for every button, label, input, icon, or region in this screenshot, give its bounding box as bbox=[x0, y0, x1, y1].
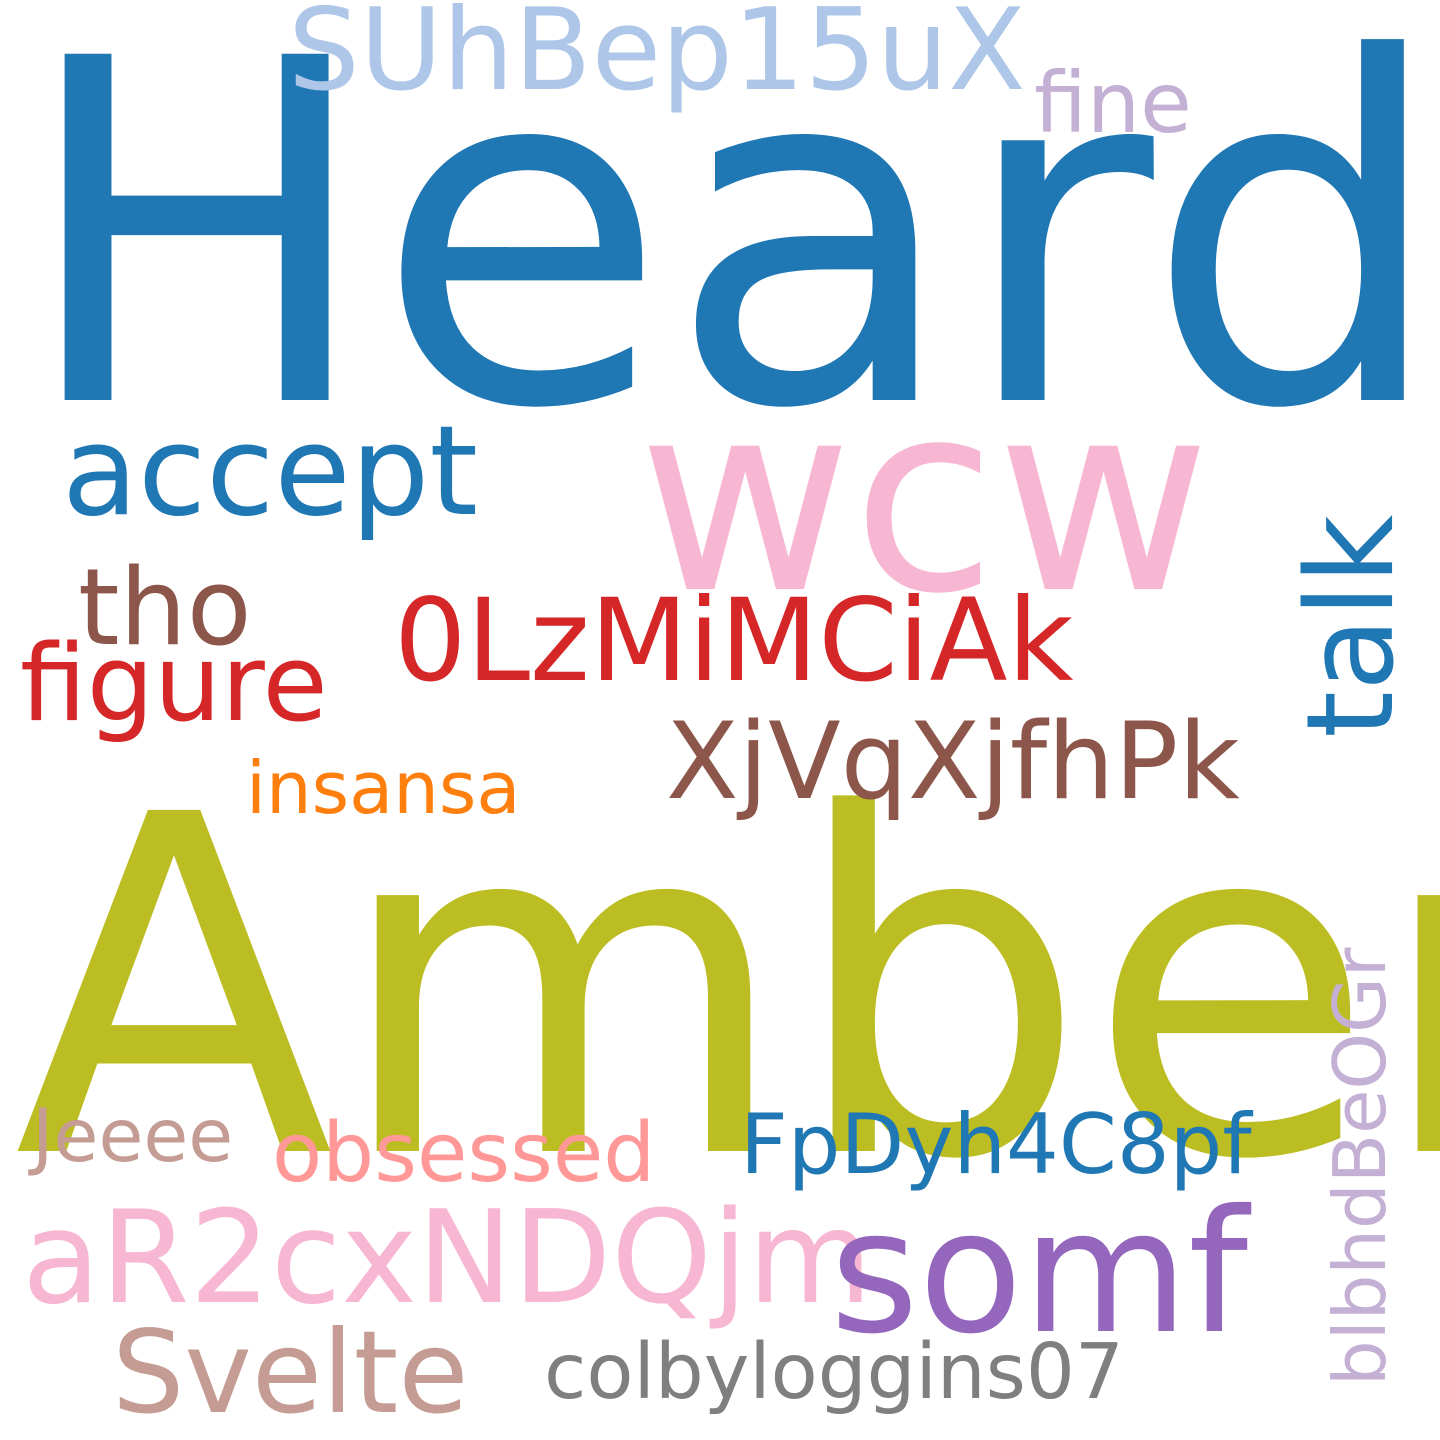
word-accept: accept bbox=[62, 400, 478, 544]
word-suhbep15ux: SUhBep15uX bbox=[288, 0, 1026, 116]
word-0lzmimciak: 0LzMiMCiAk bbox=[394, 574, 1074, 707]
word-figure: figure bbox=[20, 622, 328, 745]
word-blbhdbeogr: blbhdBeOGr bbox=[1318, 947, 1402, 1386]
word-fpdyh4c8pf: FpDyh4C8pf bbox=[740, 1096, 1252, 1193]
word-somf: somf bbox=[830, 1174, 1249, 1372]
word-tho: tho bbox=[78, 546, 252, 669]
word-svelte: Svelte bbox=[112, 1306, 469, 1439]
word-jeeee: Jeeee bbox=[32, 1094, 234, 1179]
word-xjvqxjfhpk: XjVqXjfhPk bbox=[666, 700, 1240, 823]
word-ar2cxndqjm: aR2cxNDQjm bbox=[22, 1184, 873, 1333]
word-fine: fine bbox=[1034, 54, 1192, 152]
word-obsessed: obsessed bbox=[272, 1106, 656, 1201]
word-heard: Heard bbox=[18, 0, 1440, 513]
word-wcw: wcw bbox=[638, 346, 1211, 651]
word-amber: Amber bbox=[14, 718, 1440, 1262]
word-talk: talk bbox=[1282, 514, 1421, 738]
word-insansa: insansa bbox=[246, 746, 521, 830]
word-colbyloggins07: colbyloggins07 bbox=[544, 1328, 1124, 1417]
